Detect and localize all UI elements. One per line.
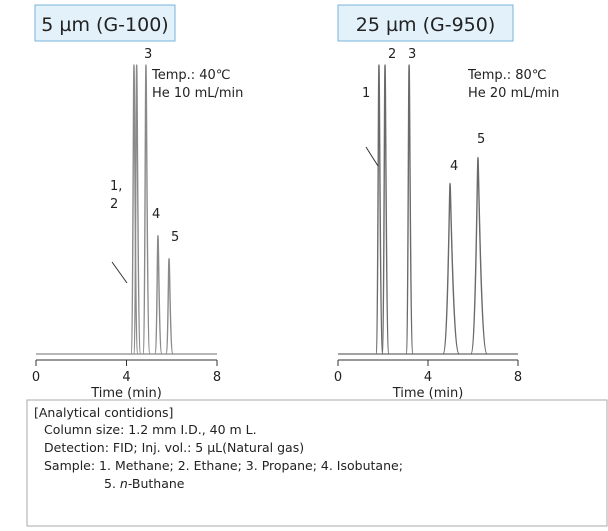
peak [470, 156, 488, 355]
annotation: He 20 mL/min [468, 86, 559, 101]
annotation: Temp.: 40℃ [151, 68, 230, 83]
x-tick-label: 0 [32, 370, 40, 385]
peak [154, 234, 163, 355]
peak [381, 64, 390, 355]
chart-title: 25 µm (G-950) [356, 14, 496, 36]
peak [405, 64, 414, 355]
peak [442, 182, 460, 355]
peak-label: 1 [362, 86, 370, 101]
peak [132, 64, 142, 355]
x-tick-label: 4 [424, 370, 432, 385]
conditions-heading: [Analytical contidions] [34, 405, 173, 420]
x-tick-label: 0 [334, 370, 342, 385]
peak-label: 5 [171, 230, 179, 245]
leader-line [365, 146, 379, 167]
peak-label: 2 [388, 47, 396, 62]
peak-label: 4 [152, 207, 160, 222]
conditions-line: 5. n-Buthane [104, 476, 185, 491]
text-part: -Buthane [128, 476, 185, 491]
peak-label: 4 [450, 159, 458, 174]
conditions-box [26, 399, 608, 527]
peak-label: 1, [110, 179, 122, 194]
title-box [34, 4, 176, 42]
x-tick-label: 4 [122, 370, 130, 385]
leader-line [111, 261, 128, 284]
peak-label: 3 [408, 47, 416, 62]
text-part: 5. [104, 476, 120, 491]
x-axis-label: Time (min) [90, 386, 162, 401]
x-tick-label: 8 [514, 370, 522, 385]
chart-title: 5 µm (G-100) [41, 14, 168, 36]
peak [130, 64, 139, 355]
conditions-line: Detection: FID; Inj. vol.: 5 µL(Natural … [44, 440, 304, 455]
conditions-line: Column size: 1.2 mm I.D., 40 m L. [44, 422, 257, 437]
peak [165, 257, 174, 355]
peak-label: 2 [110, 197, 118, 212]
peak-label: 5 [477, 132, 485, 147]
peak [142, 64, 151, 355]
text-part: n [120, 476, 128, 491]
annotation: Temp.: 80℃ [467, 68, 546, 83]
x-axis-label: Time (min) [392, 386, 464, 401]
annotation: He 10 mL/min [152, 86, 243, 101]
peak [375, 64, 384, 355]
title-box [337, 4, 514, 42]
conditions-line: Sample: 1. Methane; 2. Ethane; 3. Propan… [44, 458, 403, 473]
x-tick-label: 8 [213, 370, 221, 385]
peak-label: 3 [144, 47, 152, 62]
